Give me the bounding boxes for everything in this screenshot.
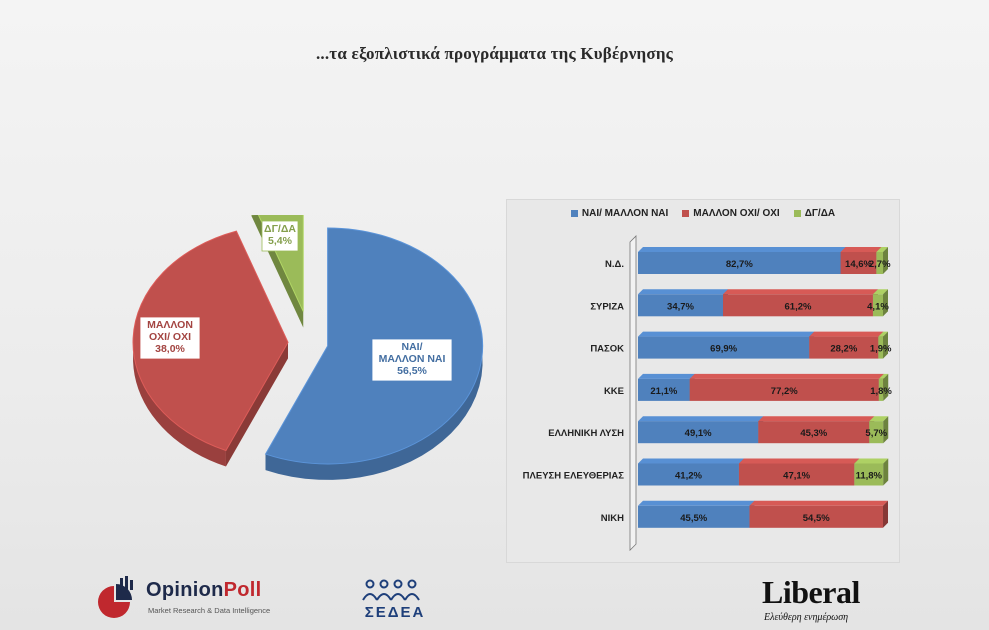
data-label-no: 14,6% bbox=[845, 259, 872, 270]
bar-row: ΕΛΛΗΝΙΚΗ ΛΥΣΗ 49,1% 45,3% 5,7% bbox=[548, 416, 889, 444]
pie-label-dk: ΔΓ/ΔΑ5,4% bbox=[261, 220, 299, 252]
bar-axis-wall bbox=[629, 235, 637, 552]
bar-row: ΚΚΕ 21,1% 77,2% 1,8% bbox=[604, 373, 892, 401]
bar-segment-dk: 11,8% bbox=[854, 458, 889, 486]
bar-segment-no: 45,3% bbox=[758, 416, 875, 444]
pie-slice-no bbox=[132, 230, 289, 452]
bar-segment-no: 54,5% bbox=[749, 500, 888, 528]
legend-label-no: ΜΑΛΛΟΝ ΟΧΙ/ ΟΧΙ bbox=[693, 208, 780, 219]
data-label-no: 54,5% bbox=[803, 513, 830, 524]
sedea-name: ΣΕΔΕΑ bbox=[364, 604, 426, 621]
bar-segment-yes: 49,1% bbox=[638, 416, 764, 444]
bar-row: Ν.Δ. 82,7% 14,6%2,7% bbox=[605, 247, 891, 274]
opinionpoll-name-a: Opinion bbox=[146, 579, 224, 601]
opinionpoll-name-b: Poll bbox=[223, 579, 262, 601]
data-label-no: 47,1% bbox=[783, 471, 810, 482]
data-label-no: 28,2% bbox=[830, 344, 857, 355]
legend-item-no: ΜΑΛΛΟΝ ΟΧΙ/ ΟΧΙ bbox=[682, 208, 780, 219]
category-label: ΕΛΛΗΝΙΚΗ ΛΥΣΗ bbox=[548, 428, 624, 439]
data-label-dk: 2,7% bbox=[869, 259, 891, 270]
bar-segment-no: 61,2% bbox=[723, 289, 878, 317]
legend-label-dk: ΔΓ/ΔΑ bbox=[804, 208, 836, 219]
bar-row: ΣΥΡΙΖΑ 34,7% 61,2% 4,1% bbox=[590, 289, 889, 317]
svg-text:56,5%: 56,5% bbox=[397, 365, 427, 377]
svg-text:ΜΑΛΛΟΝ: ΜΑΛΛΟΝ bbox=[147, 319, 193, 331]
stacked-bar-chart-panel: ΝΑΙ/ ΜΑΛΛΟΝ ΝΑΙ ΜΑΛΛΟΝ ΟΧΙ/ ΟΧΙ ΔΓ/ΔΑ Ν.… bbox=[506, 199, 900, 563]
bar-row: ΝΙΚΗ 45,5% 54,5% bbox=[601, 500, 888, 528]
opinionpoll-mark-icon bbox=[98, 576, 133, 618]
category-label: ΠΛΕΥΣΗ ΕΛΕΥΘΕΡΙΑΣ bbox=[523, 471, 625, 482]
svg-text:ΝΑΙ/: ΝΑΙ/ bbox=[402, 341, 423, 353]
opinionpoll-name: OpinionPoll bbox=[146, 579, 262, 602]
svg-text:ΜΑΛΛΟΝ ΝΑΙ: ΜΑΛΛΟΝ ΝΑΙ bbox=[379, 353, 446, 365]
data-label-yes: 82,7% bbox=[726, 259, 753, 270]
legend-swatch-no bbox=[682, 210, 690, 217]
data-label-yes: 41,2% bbox=[675, 471, 702, 482]
data-label-dk: 1,9% bbox=[870, 344, 892, 355]
legend-label-yes: ΝΑΙ/ ΜΑΛΛΟΝ ΝΑΙ bbox=[581, 208, 669, 219]
data-label-yes: 21,1% bbox=[650, 386, 677, 397]
bar-segment-yes: 45,5% bbox=[638, 500, 755, 528]
legend-swatch-dk bbox=[793, 210, 801, 217]
category-label: ΚΚΕ bbox=[604, 386, 624, 397]
bar-row: ΠΑΣΟΚ 69,9% 28,2% 1,9% bbox=[590, 331, 892, 359]
data-label-dk: 1,8% bbox=[870, 386, 892, 397]
sedea-people-icon bbox=[362, 579, 420, 601]
category-label: ΝΙΚΗ bbox=[601, 513, 624, 524]
svg-text:ΔΓ/ΔΑ: ΔΓ/ΔΑ bbox=[264, 223, 296, 235]
bar-chart-svg: Ν.Δ. 82,7% 14,6%2,7% ΣΥΡΙΖΑ 34,7% 61,2% 4,1% ΠΑ… bbox=[523, 235, 892, 552]
bar-segment-yes: 34,7% bbox=[638, 289, 729, 317]
liberal-name: Liberal bbox=[762, 574, 860, 610]
category-label: ΠΑΣΟΚ bbox=[590, 344, 624, 355]
sedea-logo: ΣΕΔΕΑ bbox=[350, 578, 440, 624]
bar-segment-yes: 69,9% bbox=[638, 331, 815, 359]
data-label-yes: 34,7% bbox=[667, 301, 694, 312]
svg-text:38,0%: 38,0% bbox=[155, 343, 185, 355]
bar-legend: ΝΑΙ/ ΜΑΛΛΟΝ ΝΑΙ ΜΑΛΛΟΝ ΟΧΙ/ ΟΧΙ ΔΓ/ΔΑ bbox=[507, 208, 899, 219]
bar-segment-dk: 5,7% bbox=[865, 416, 889, 444]
legend-swatch-yes bbox=[570, 210, 578, 217]
data-label-yes: 49,1% bbox=[685, 428, 712, 439]
opinionpoll-logo: OpinionPoll Market Research & Data Intel… bbox=[92, 576, 302, 624]
data-label-dk: 4,1% bbox=[867, 301, 889, 312]
bar-segment-no: 77,2% bbox=[689, 373, 884, 401]
footer-logos: OpinionPoll Market Research & Data Intel… bbox=[0, 570, 989, 630]
data-label-no: 45,3% bbox=[800, 428, 827, 439]
data-label-no: 77,2% bbox=[771, 386, 798, 397]
legend-item-dk: ΔΓ/ΔΑ bbox=[793, 208, 836, 219]
bar-segment-no: 47,1% bbox=[738, 458, 860, 486]
data-label-dk: 5,7% bbox=[865, 428, 887, 439]
opinionpoll-tagline: Market Research & Data Intelligence bbox=[148, 606, 271, 615]
svg-text:5,4%: 5,4% bbox=[268, 235, 293, 247]
bar-segment-yes: 21,1% bbox=[638, 373, 695, 401]
data-label-no: 61,2% bbox=[785, 301, 812, 312]
bar-segment-dk: 1,9% bbox=[870, 331, 892, 359]
bar-row: ΠΛΕΥΣΗ ΕΛΕΥΘΕΡΙΑΣ 41,2% 47,1% 11,8% bbox=[523, 458, 889, 486]
liberal-logo: Liberal Ελεύθερη ενημέρωση bbox=[762, 574, 902, 626]
page-title: ...τα εξοπλιστικά προγράμματα της Κυβέρν… bbox=[315, 44, 674, 63]
bar-segment-dk: 4,1% bbox=[867, 289, 889, 317]
bar-segment-dk: 1,8% bbox=[870, 373, 892, 401]
data-label-yes: 69,9% bbox=[710, 344, 737, 355]
svg-text:ΟΧΙ/ ΟΧΙ: ΟΧΙ/ ΟΧΙ bbox=[149, 331, 191, 343]
category-label: Ν.Δ. bbox=[605, 259, 624, 270]
bar-segment-yes: 41,2% bbox=[638, 458, 744, 486]
data-label-yes: 45,5% bbox=[680, 513, 707, 524]
bar-segment-yes: 82,7% bbox=[638, 247, 846, 274]
liberal-tagline: Ελεύθερη ενημέρωση bbox=[764, 612, 849, 623]
category-label: ΣΥΡΙΖΑ bbox=[590, 301, 624, 312]
legend-item-yes: ΝΑΙ/ ΜΑΛΛΟΝ ΝΑΙ bbox=[570, 208, 669, 219]
data-label-dk: 11,8% bbox=[856, 471, 883, 482]
bar-segment-dk: 2,7% bbox=[869, 247, 891, 274]
